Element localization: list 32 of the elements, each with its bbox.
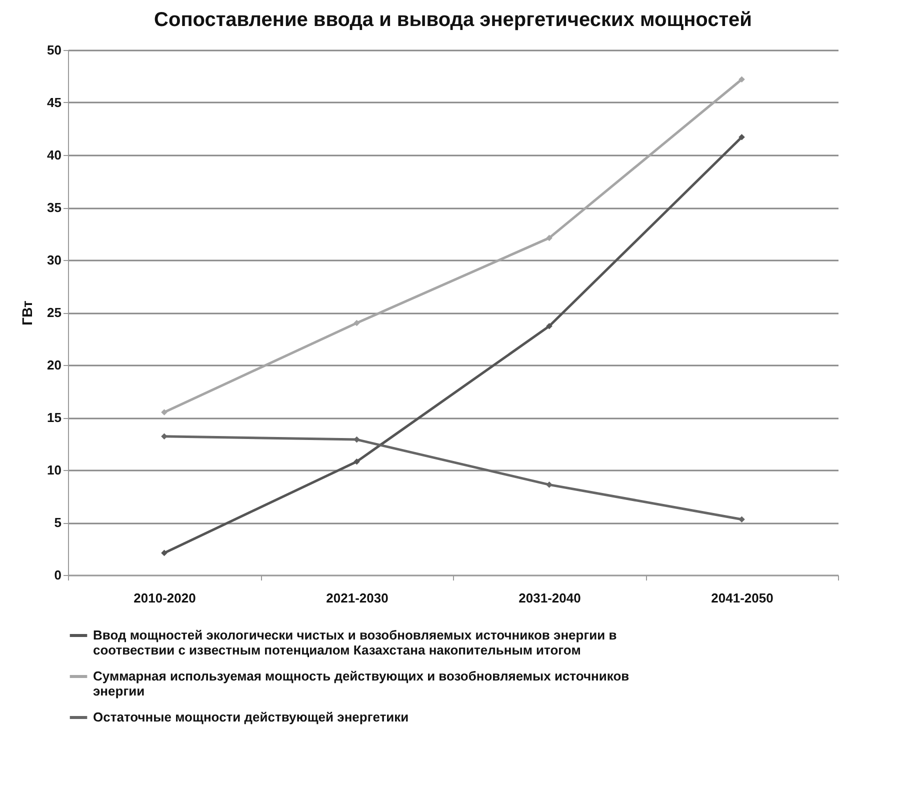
point — [354, 458, 360, 465]
y-tick-label: 50 — [47, 42, 62, 58]
point — [738, 516, 745, 523]
x-tick-label: 2041-2050 — [711, 590, 774, 606]
chart-title: Сопоставление ввода и вывода энергетических мощностей — [154, 9, 752, 31]
x-tick-label: 2031-2040 — [518, 590, 581, 606]
legend-label: Суммарная используемая мощность действующих и возобновляемых источников энергии — [93, 668, 630, 698]
point — [546, 322, 552, 330]
y-tick-label: 45 — [47, 95, 62, 110]
point — [161, 409, 168, 416]
legend-label: Остаточные мощности действующей энергетики — [93, 710, 409, 724]
y-tick-label: 35 — [47, 200, 62, 215]
y-tick-label: 25 — [47, 305, 62, 320]
y-tick-label: 5 — [54, 515, 62, 530]
y-tick-label: 20 — [47, 358, 62, 372]
y-tick-label: 0 — [54, 568, 62, 582]
point — [546, 234, 552, 242]
x-tick-label: 2010-2020 — [134, 590, 196, 606]
point — [354, 436, 360, 443]
y-tick-label: 30 — [47, 252, 62, 268]
y-axis-title: ГВт — [19, 300, 36, 326]
point — [738, 134, 745, 140]
y-tick-label: 40 — [47, 148, 62, 162]
y-tick-label: 10 — [47, 462, 62, 478]
y-tick-label: 15 — [47, 410, 62, 425]
point — [161, 550, 168, 556]
point — [354, 320, 360, 326]
x-tick-label: 2021-2030 — [326, 590, 388, 606]
point — [738, 76, 745, 83]
point — [546, 482, 552, 488]
point — [161, 433, 168, 440]
legend-label: Ввод мощностей экологически чистых и возобновляемых источников энергии в соотвествии с известным потенциалом Казахстана накопительным итогом — [93, 628, 617, 658]
